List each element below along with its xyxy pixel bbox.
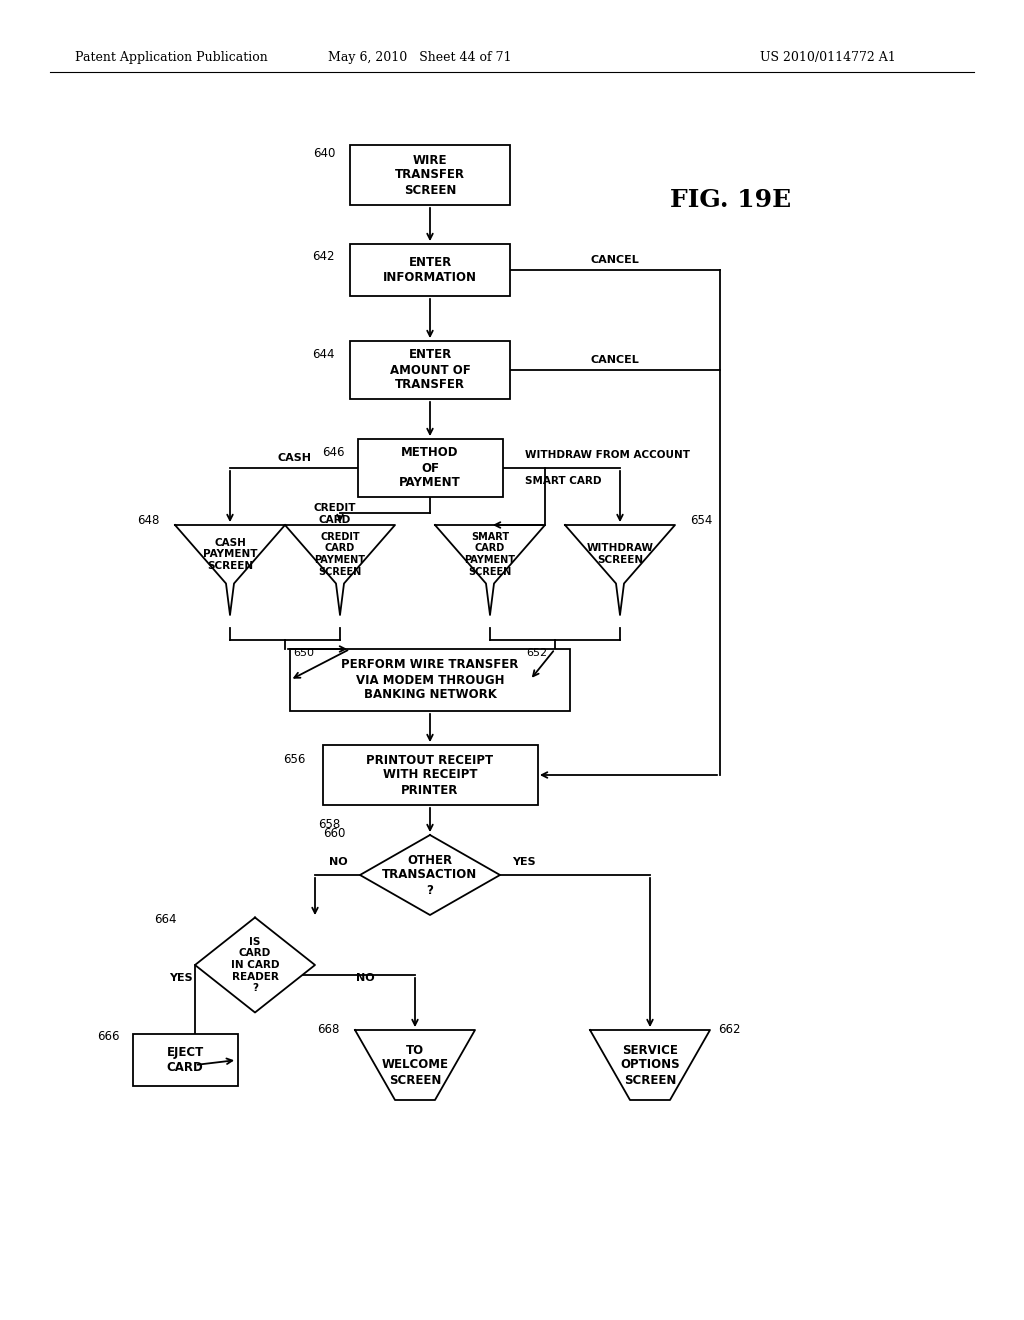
Text: 654: 654 bbox=[690, 513, 713, 527]
Text: WIRE
TRANSFER
SCREEN: WIRE TRANSFER SCREEN bbox=[395, 153, 465, 197]
Text: PRINTOUT RECEIPT
WITH RECEIPT
PRINTER: PRINTOUT RECEIPT WITH RECEIPT PRINTER bbox=[367, 754, 494, 796]
Polygon shape bbox=[565, 525, 675, 615]
Polygon shape bbox=[285, 525, 395, 615]
Text: 640: 640 bbox=[312, 147, 335, 160]
Bar bbox=[357, 440, 503, 498]
Text: NO: NO bbox=[355, 973, 375, 983]
Text: ENTER
AMOUNT OF
TRANSFER: ENTER AMOUNT OF TRANSFER bbox=[389, 348, 470, 392]
Text: CANCEL: CANCEL bbox=[591, 255, 639, 265]
Text: CASH
PAYMENT
SCREEN: CASH PAYMENT SCREEN bbox=[203, 537, 257, 570]
Bar bbox=[350, 145, 510, 205]
Bar bbox=[290, 649, 570, 711]
Text: 652: 652 bbox=[526, 648, 547, 657]
Text: EJECT
CARD: EJECT CARD bbox=[166, 1045, 204, 1074]
Text: 664: 664 bbox=[155, 913, 177, 927]
Bar bbox=[350, 341, 510, 399]
Text: 658: 658 bbox=[317, 818, 340, 832]
Polygon shape bbox=[195, 917, 315, 1012]
Text: 648: 648 bbox=[137, 513, 160, 527]
Polygon shape bbox=[355, 1030, 475, 1100]
Text: YES: YES bbox=[169, 973, 193, 983]
Bar bbox=[132, 1034, 238, 1086]
Text: 650: 650 bbox=[293, 648, 314, 657]
Text: FIG. 19E: FIG. 19E bbox=[670, 187, 792, 213]
Text: SMART CARD: SMART CARD bbox=[525, 477, 601, 486]
Text: TO
WELCOME
SCREEN: TO WELCOME SCREEN bbox=[382, 1044, 449, 1086]
Text: IS
CARD
IN CARD
READER
?: IS CARD IN CARD READER ? bbox=[230, 937, 280, 993]
Text: OTHER
TRANSACTION
?: OTHER TRANSACTION ? bbox=[382, 854, 477, 896]
Polygon shape bbox=[435, 525, 545, 615]
Text: SMART
CARD
PAYMENT
SCREEN: SMART CARD PAYMENT SCREEN bbox=[465, 532, 515, 577]
Text: 660: 660 bbox=[323, 828, 345, 840]
Text: ENTER
INFORMATION: ENTER INFORMATION bbox=[383, 256, 477, 284]
Bar bbox=[323, 744, 538, 805]
Text: CASH: CASH bbox=[278, 453, 311, 463]
Polygon shape bbox=[360, 836, 500, 915]
Text: 644: 644 bbox=[312, 348, 335, 360]
Text: 662: 662 bbox=[718, 1023, 740, 1036]
Polygon shape bbox=[175, 525, 285, 615]
Polygon shape bbox=[590, 1030, 710, 1100]
Text: YES: YES bbox=[512, 857, 536, 867]
Text: 646: 646 bbox=[323, 446, 345, 459]
Text: 656: 656 bbox=[283, 752, 305, 766]
Text: 642: 642 bbox=[312, 249, 335, 263]
Bar bbox=[350, 244, 510, 296]
Text: 668: 668 bbox=[317, 1023, 340, 1036]
Text: May 6, 2010   Sheet 44 of 71: May 6, 2010 Sheet 44 of 71 bbox=[329, 51, 512, 65]
Text: PERFORM WIRE TRANSFER
VIA MODEM THROUGH
BANKING NETWORK: PERFORM WIRE TRANSFER VIA MODEM THROUGH … bbox=[341, 659, 519, 701]
Text: CANCEL: CANCEL bbox=[591, 355, 639, 366]
Text: US 2010/0114772 A1: US 2010/0114772 A1 bbox=[760, 51, 896, 65]
Text: 666: 666 bbox=[97, 1030, 120, 1043]
Text: NO: NO bbox=[330, 857, 348, 867]
Text: SERVICE
OPTIONS
SCREEN: SERVICE OPTIONS SCREEN bbox=[621, 1044, 680, 1086]
Text: METHOD
OF
PAYMENT: METHOD OF PAYMENT bbox=[399, 446, 461, 490]
Text: CREDIT
CARD
PAYMENT
SCREEN: CREDIT CARD PAYMENT SCREEN bbox=[314, 532, 366, 577]
Text: WITHDRAW
SCREEN: WITHDRAW SCREEN bbox=[587, 544, 653, 565]
Text: Patent Application Publication: Patent Application Publication bbox=[75, 51, 267, 65]
Text: WITHDRAW FROM ACCOUNT: WITHDRAW FROM ACCOUNT bbox=[525, 450, 690, 459]
Text: CREDIT
CARD: CREDIT CARD bbox=[313, 503, 356, 524]
